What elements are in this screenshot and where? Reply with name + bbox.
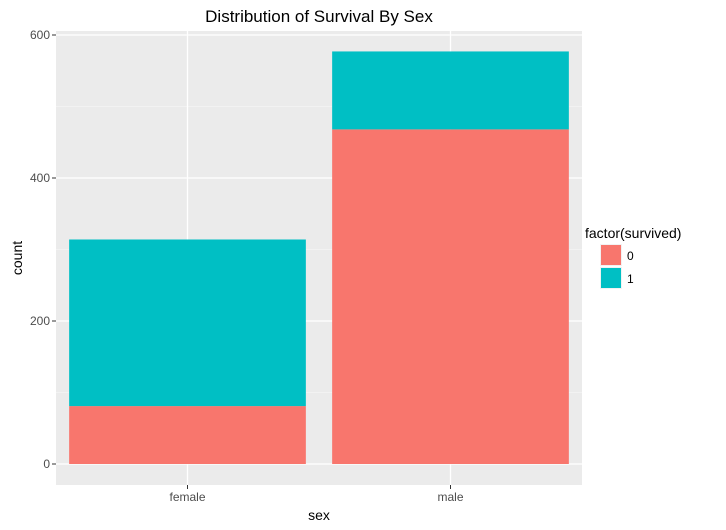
legend-swatch-1 <box>601 268 621 288</box>
bar-female-survived-0 <box>69 406 306 464</box>
chart-title: Distribution of Survival By Sex <box>205 7 433 26</box>
legend: factor(survived) 0 1 <box>585 225 681 289</box>
bar-male-survived-1 <box>332 51 569 130</box>
legend-label-1: 1 <box>627 272 634 286</box>
x-tick-label: female <box>169 490 205 504</box>
y-tick-label: 600 <box>30 28 50 42</box>
y-tick-label: 400 <box>30 171 50 185</box>
bars <box>69 51 569 464</box>
y-axis: 0 200 400 600 <box>30 28 56 471</box>
x-tick-label: male <box>437 490 463 504</box>
legend-title: factor(survived) <box>585 225 681 241</box>
x-axis: female male <box>169 485 464 504</box>
legend-swatch-0 <box>601 245 621 265</box>
legend-label-0: 0 <box>627 249 634 263</box>
bar-female-survived-1 <box>69 239 306 407</box>
x-axis-title: sex <box>308 507 330 523</box>
y-tick-label: 200 <box>30 314 50 328</box>
bar-male-survived-0 <box>332 129 569 464</box>
y-tick-label: 0 <box>43 457 50 471</box>
y-axis-title: count <box>9 241 25 275</box>
